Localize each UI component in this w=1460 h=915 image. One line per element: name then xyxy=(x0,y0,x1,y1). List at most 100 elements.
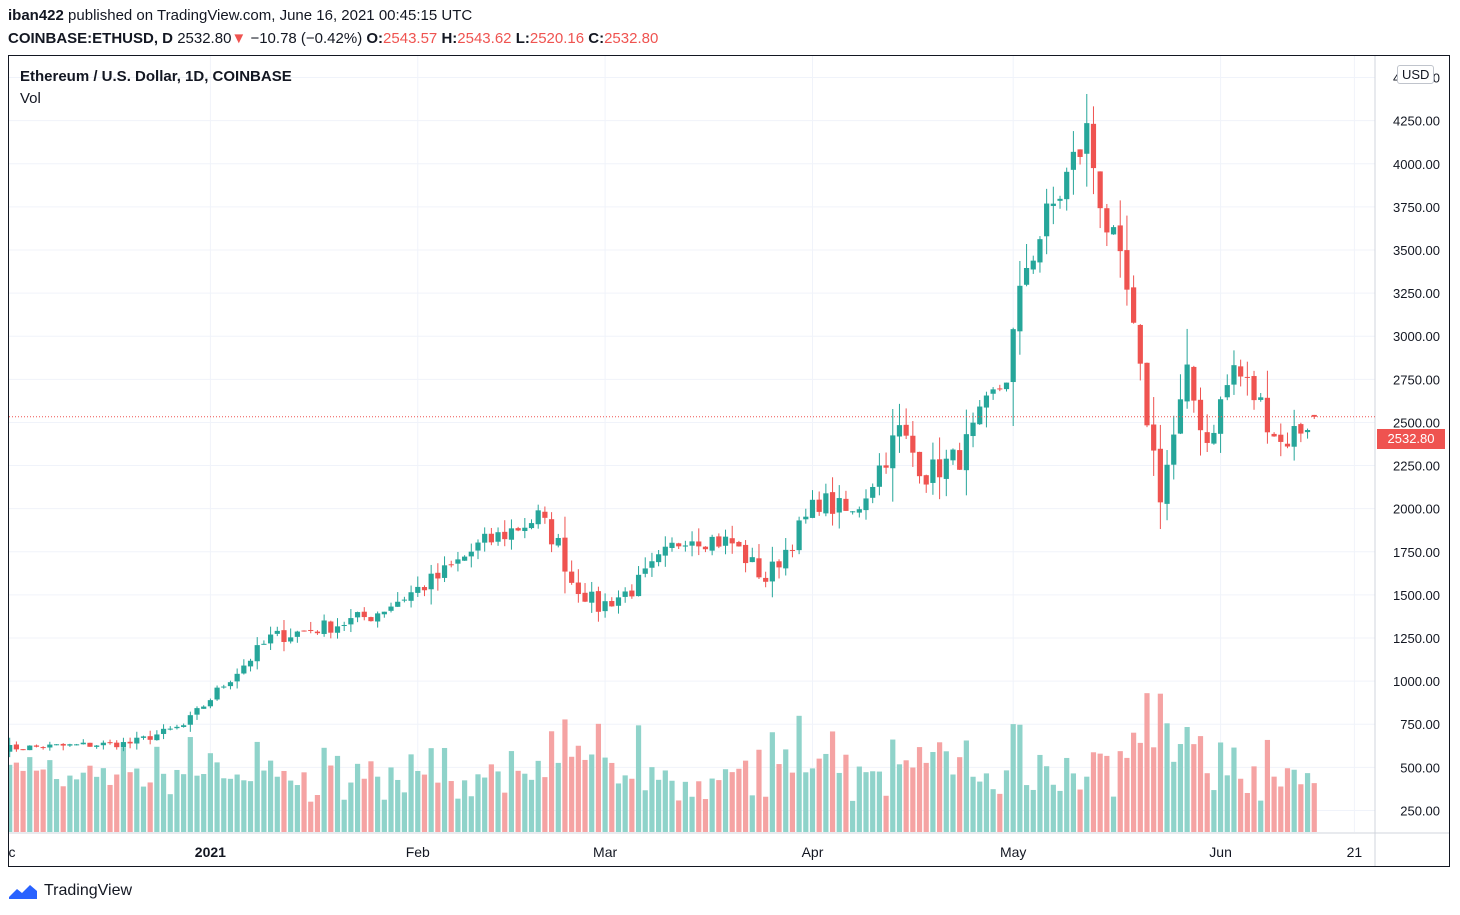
volume-bar xyxy=(468,796,474,832)
volume-bar xyxy=(1191,744,1197,832)
candle-body xyxy=(836,498,842,513)
volume-bar xyxy=(508,751,515,832)
candle-body xyxy=(1264,397,1271,433)
candle-body xyxy=(1104,208,1110,233)
x-tick-label: Apr xyxy=(802,844,824,860)
chart-legend-title: Ethereum / U.S. Dollar, 1D, COINBASE xyxy=(20,68,292,85)
candle-body xyxy=(1110,227,1117,235)
volume-bar xyxy=(702,799,709,832)
candle-body xyxy=(1017,285,1023,332)
candle-body xyxy=(261,643,267,645)
candle-body xyxy=(1151,424,1157,451)
volume-bar xyxy=(749,795,755,832)
candle-body xyxy=(67,744,73,746)
volume-bar xyxy=(247,781,254,832)
candle-body xyxy=(334,626,341,633)
volume-bar xyxy=(736,768,742,832)
candle-body xyxy=(749,557,755,563)
candle-body xyxy=(1144,362,1150,426)
volume-bar xyxy=(662,770,668,832)
volume-bar xyxy=(361,778,367,832)
candle-body xyxy=(990,389,996,394)
candle-body xyxy=(856,509,862,513)
candle-body xyxy=(361,611,367,618)
candle-body xyxy=(301,630,307,632)
volume-bar xyxy=(783,749,789,832)
candle-body xyxy=(40,747,46,749)
last-price: 2532.80 xyxy=(177,30,232,47)
candle-body xyxy=(181,725,187,727)
volume-bar xyxy=(147,782,153,832)
volume-bar xyxy=(1258,800,1264,832)
candle-body xyxy=(1244,376,1250,378)
candle-body xyxy=(13,744,19,750)
volume-bar xyxy=(829,731,836,832)
volume-bar xyxy=(234,774,240,832)
candle-body xyxy=(201,706,207,709)
candle-body xyxy=(475,542,481,551)
candle-body xyxy=(1224,385,1230,398)
volume-bar xyxy=(321,747,327,832)
candle-body xyxy=(381,611,387,615)
candle-body xyxy=(656,554,662,563)
price-change: −10.78 (−0.42%) xyxy=(250,30,363,47)
candle-body xyxy=(823,493,829,514)
volume-bar xyxy=(642,790,648,832)
candle-body xyxy=(495,532,501,542)
volume-bar xyxy=(140,786,147,832)
volume-bar xyxy=(823,753,829,832)
candle-body xyxy=(642,568,648,574)
candle-body xyxy=(535,510,541,525)
candle-body xyxy=(1251,376,1257,401)
currency-button[interactable]: USD xyxy=(1397,65,1435,84)
volume-bar xyxy=(1137,742,1143,832)
publisher-name[interactable]: iban422 xyxy=(8,7,64,24)
volume-bar xyxy=(13,762,19,832)
volume-bar xyxy=(73,779,80,832)
candle-body xyxy=(555,537,561,546)
volume-bar xyxy=(1284,768,1291,832)
volume-bar xyxy=(555,762,561,832)
volume-bar xyxy=(261,770,267,832)
volume-bar xyxy=(1037,754,1043,832)
volume-bar xyxy=(649,767,655,832)
open-value: 2543.57 xyxy=(383,30,438,47)
candle-body xyxy=(635,574,642,597)
candle-body xyxy=(1057,198,1063,201)
candle-body xyxy=(763,577,769,582)
candle-body xyxy=(896,425,903,437)
volume-bar xyxy=(957,757,963,832)
candle-body xyxy=(1197,399,1204,431)
volume-bar xyxy=(194,775,200,832)
volume-bar xyxy=(462,780,468,832)
price-chart[interactable]: 250.00 500.00 750.00 1000.00 1250.00 1500.00 1… xyxy=(9,56,1449,866)
volume-bar xyxy=(669,780,675,832)
volume-bar xyxy=(1278,786,1284,832)
candle-body xyxy=(515,528,521,531)
candle-body xyxy=(488,533,494,543)
volume-bar xyxy=(997,793,1003,832)
candle-body xyxy=(274,630,280,634)
candle-body xyxy=(321,620,327,634)
publish-info: iban422 published on TradingView.com, Ju… xyxy=(8,7,472,24)
volume-bar xyxy=(288,780,294,832)
candle-body xyxy=(1304,430,1311,433)
candle-body xyxy=(890,435,896,469)
candle-body xyxy=(227,682,234,687)
volume-bar xyxy=(120,747,127,832)
candle-body xyxy=(756,558,762,578)
footer-brand[interactable]: TradingView xyxy=(8,881,132,901)
candle-body xyxy=(428,573,434,590)
candle-body xyxy=(1204,432,1210,443)
candle-body xyxy=(1157,448,1163,503)
volume-bar xyxy=(47,760,53,832)
volume-bar xyxy=(609,762,615,832)
volume-bar xyxy=(1291,769,1297,832)
volume-bar xyxy=(94,776,100,832)
candle-body xyxy=(348,618,354,625)
brand-label: TradingView xyxy=(44,882,133,899)
candle-body xyxy=(435,572,441,579)
open-label: O: xyxy=(366,30,384,47)
volume-bar xyxy=(742,760,749,832)
close-value: 2532.80 xyxy=(604,30,659,47)
